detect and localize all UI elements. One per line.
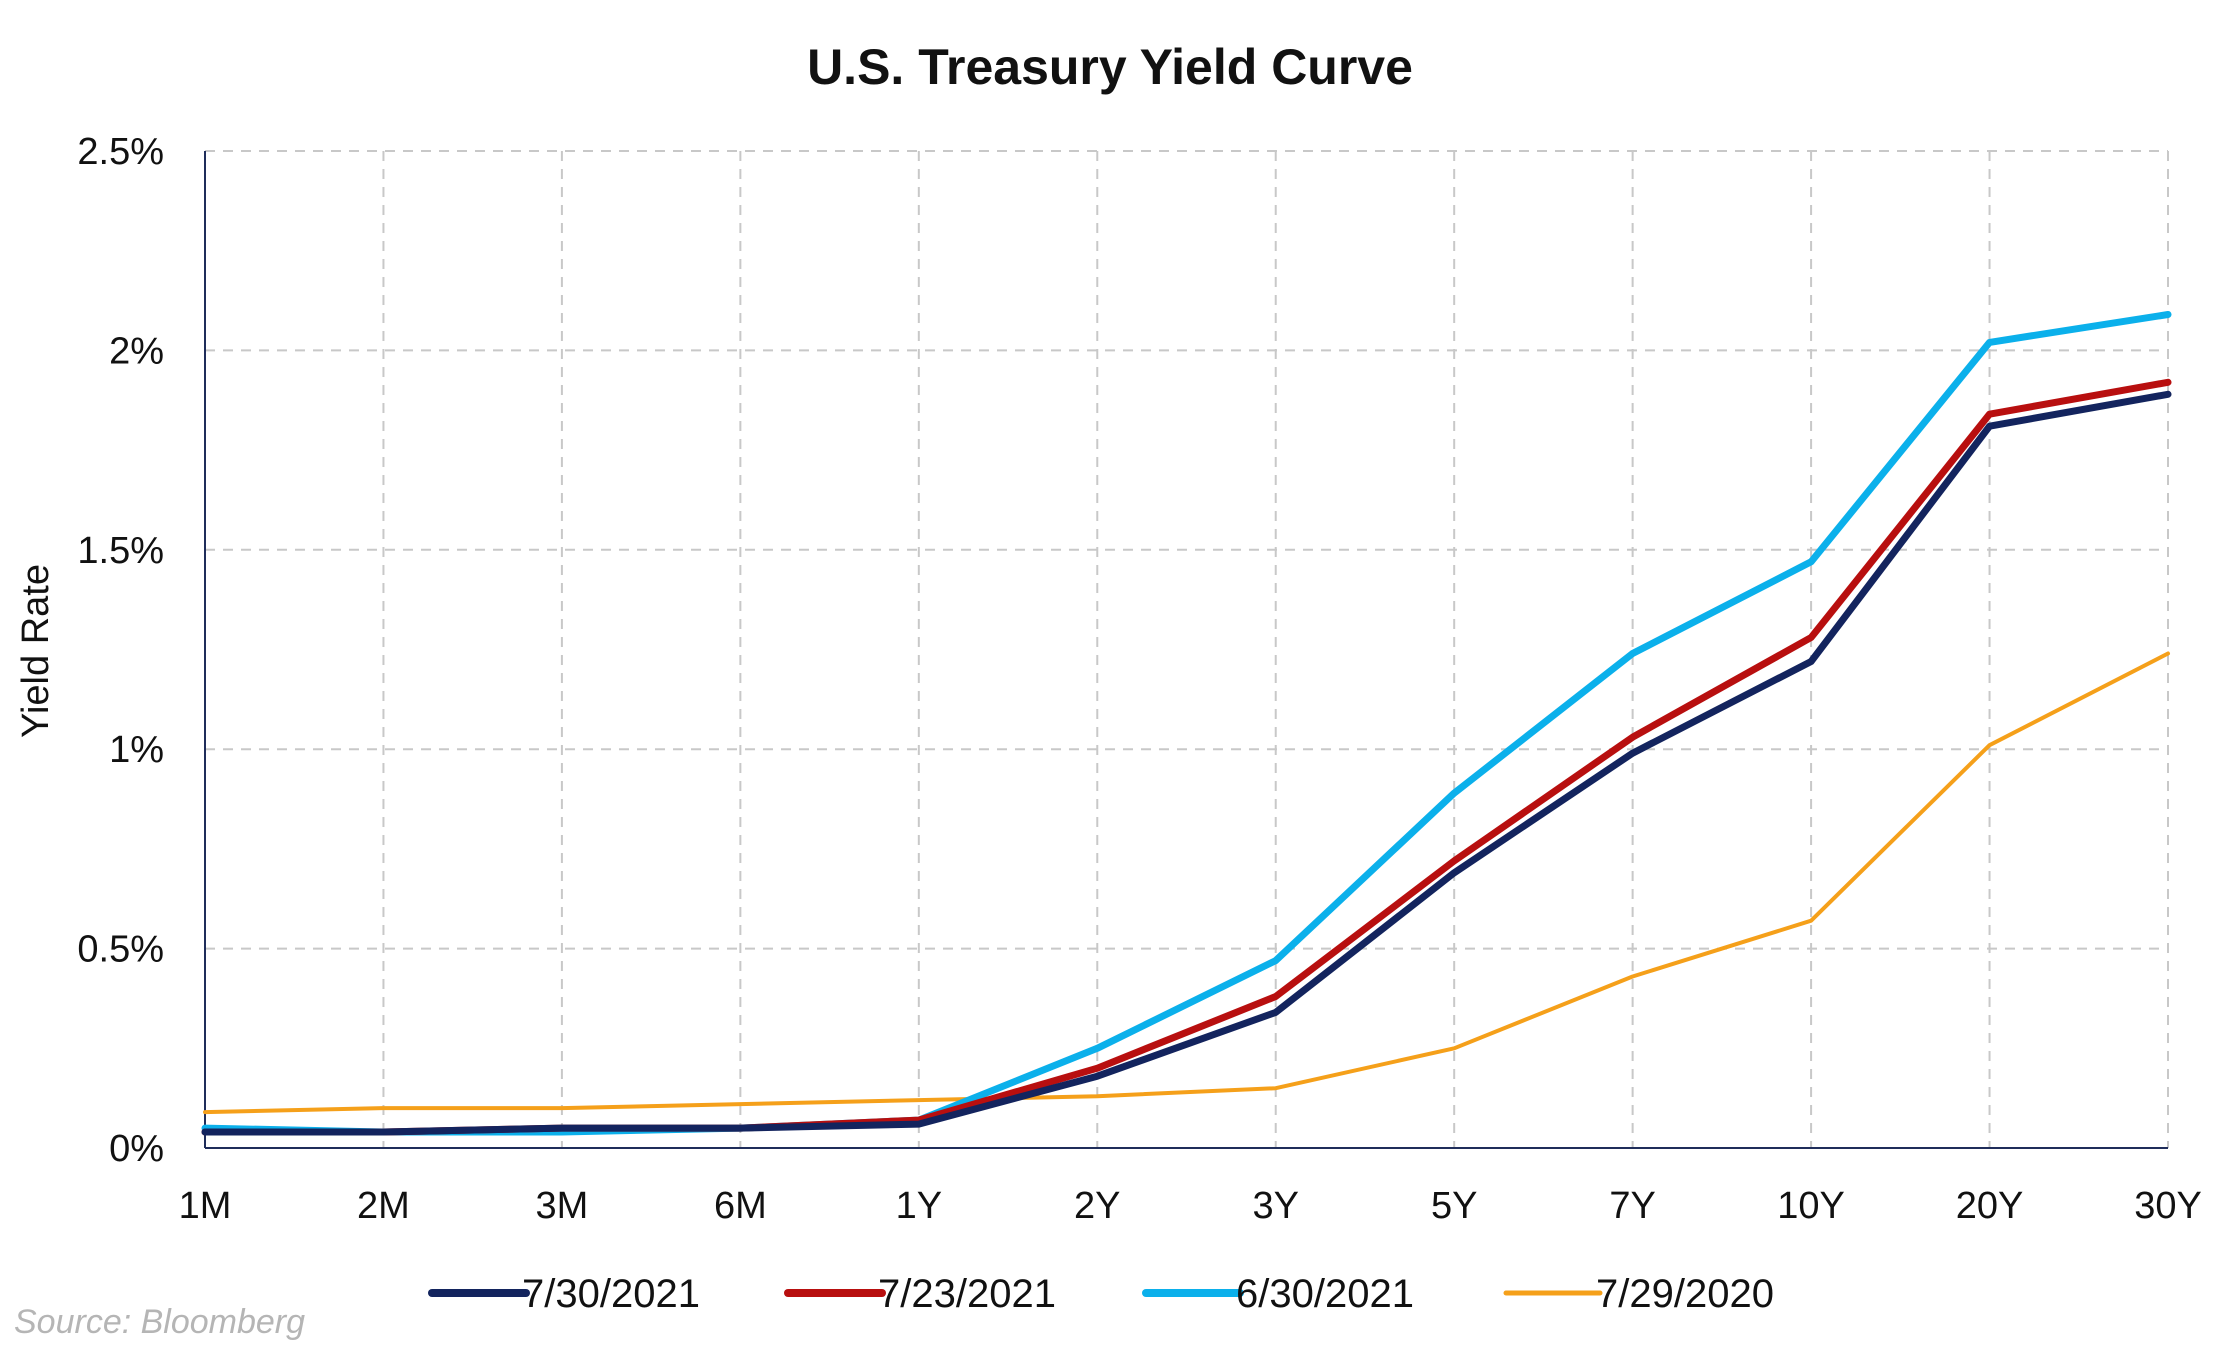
axes xyxy=(204,151,2168,1149)
x-tick-label: 2M xyxy=(357,1185,410,1227)
legend-item: 7/23/2021 xyxy=(784,1272,1056,1316)
legend-label: 7/29/2020 xyxy=(1596,1272,1774,1316)
series-line-3 xyxy=(203,651,2170,1115)
x-tick-labels: 1M 2M 3M 6M 1Y 2Y 3Y 5Y 7Y 10Y 20Y 30Y xyxy=(179,1185,2202,1227)
y-tick-label: 1% xyxy=(109,729,164,771)
x-tick-label: 30Y xyxy=(2134,1185,2202,1227)
legend-label: 7/23/2021 xyxy=(878,1272,1056,1316)
gridlines xyxy=(205,150,2169,1148)
x-tick-label: 7Y xyxy=(1609,1185,1655,1227)
x-tick-label: 3M xyxy=(536,1185,589,1227)
series-line-2 xyxy=(201,311,2172,1136)
x-tick-label: 2Y xyxy=(1074,1185,1120,1227)
source-note: Source: Bloomberg xyxy=(14,1303,305,1341)
legend-item: 7/29/2020 xyxy=(1503,1272,1774,1316)
x-tick-label: 6M xyxy=(714,1185,767,1227)
y-tick-label: 0.5% xyxy=(77,929,164,971)
series-line-0 xyxy=(201,390,2172,1136)
x-tick-label: 5Y xyxy=(1431,1185,1477,1227)
y-tick-label: 2% xyxy=(109,330,164,372)
y-tick-label: 1.5% xyxy=(77,530,164,572)
y-tick-labels: 0% 0.5% 1% 1.5% 2% 2.5% xyxy=(77,131,164,1170)
x-tick-label: 3Y xyxy=(1252,1185,1298,1227)
series-line-1 xyxy=(201,378,2172,1136)
x-tick-label: 1Y xyxy=(896,1185,942,1227)
legend-label: 7/30/2021 xyxy=(522,1272,700,1316)
chart-title: U.S. Treasury Yield Curve xyxy=(807,39,1413,95)
series-lines xyxy=(201,311,2172,1136)
x-tick-label: 1M xyxy=(179,1185,232,1227)
legend: 7/30/2021 7/23/2021 6/30/2021 7/29/2020 xyxy=(428,1272,1774,1316)
y-tick-label: 2.5% xyxy=(77,131,164,173)
legend-item: 7/30/2021 xyxy=(428,1272,700,1316)
y-tick-label: 0% xyxy=(109,1128,164,1170)
x-tick-label: 10Y xyxy=(1777,1185,1845,1227)
x-tick-label: 20Y xyxy=(1956,1185,2024,1227)
legend-item: 6/30/2021 xyxy=(1142,1272,1414,1316)
legend-label: 6/30/2021 xyxy=(1236,1272,1414,1316)
y-axis-label: Yield Rate xyxy=(15,564,57,738)
